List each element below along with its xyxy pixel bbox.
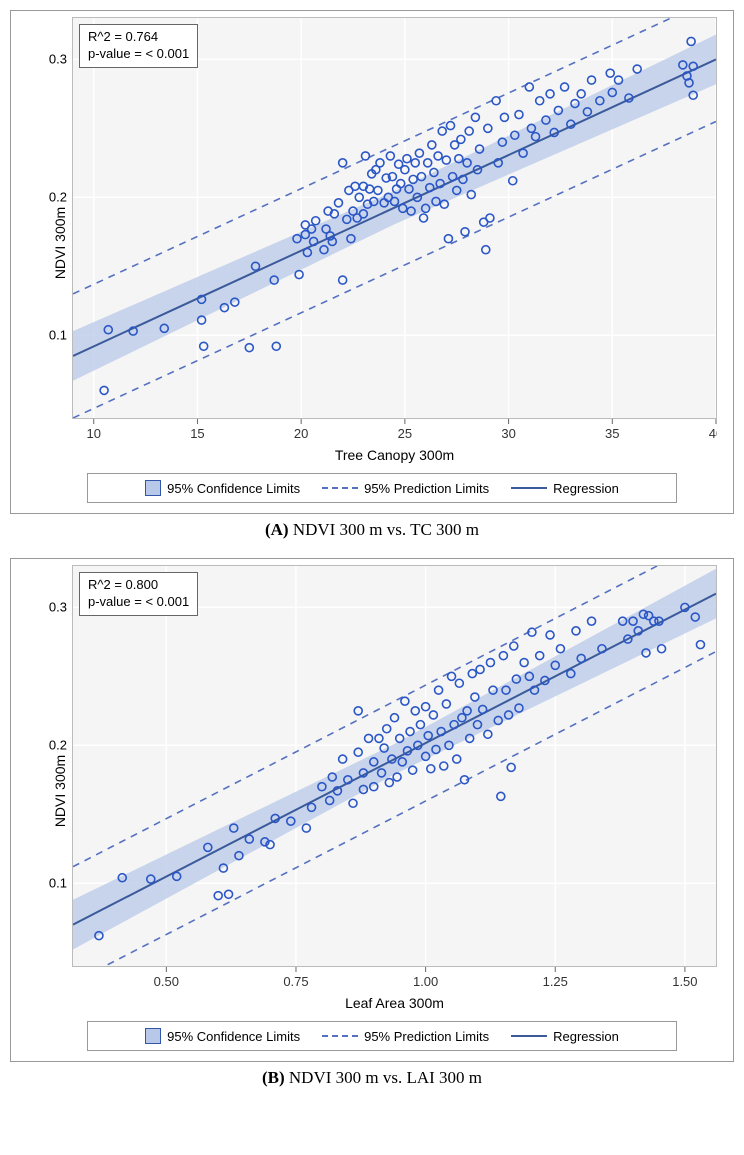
y-axis-label-b: NDVI 300m: [52, 755, 68, 827]
svg-text:25: 25: [398, 426, 412, 441]
svg-text:40: 40: [709, 426, 717, 441]
chart-panel-a: R^2 = 0.764 p-value = < 0.001 0.10.20.3 …: [10, 10, 734, 514]
caption-a: (A) NDVI 300 m vs. TC 300 m: [10, 520, 734, 540]
regression-swatch-icon: [511, 487, 547, 489]
y-tick-label: 0.2: [49, 190, 73, 205]
legend-a: 95% Confidence Limits 95% Prediction Lim…: [87, 473, 677, 503]
svg-text:1.25: 1.25: [543, 974, 568, 989]
svg-text:1.50: 1.50: [672, 974, 697, 989]
caption-text-b: NDVI 300 m vs. LAI 300 m: [285, 1068, 482, 1087]
r2-label-b: R^2 = 0.800: [88, 577, 189, 594]
x-ticks-b: 0.50 0.75 1.00 1.25 1.50: [72, 967, 717, 991]
svg-text:0.75: 0.75: [283, 974, 308, 989]
svg-text:35: 35: [605, 426, 619, 441]
legend-label: 95% Confidence Limits: [167, 481, 300, 496]
confidence-swatch-icon: [145, 1028, 161, 1044]
svg-text:10: 10: [87, 426, 101, 441]
chart-svg-b: [73, 566, 716, 966]
plot-area-b: R^2 = 0.800 p-value = < 0.001 0.10.20.3: [72, 565, 717, 967]
x-axis-label-a: Tree Canopy 300m: [72, 443, 717, 469]
legend-label: 95% Prediction Limits: [364, 481, 489, 496]
svg-text:1.00: 1.00: [413, 974, 438, 989]
prediction-swatch-icon: [322, 1035, 358, 1037]
caption-prefix-a: (A): [265, 520, 289, 539]
stats-box-b: R^2 = 0.800 p-value = < 0.001: [79, 572, 198, 616]
svg-text:0.50: 0.50: [154, 974, 179, 989]
legend-label: 95% Prediction Limits: [364, 1029, 489, 1044]
x-ticks-a: 10 15 20 25 30 35 40: [72, 419, 717, 443]
legend-label: Regression: [553, 1029, 619, 1044]
figure-container: R^2 = 0.764 p-value = < 0.001 0.10.20.3 …: [10, 10, 734, 1088]
caption-b: (B) NDVI 300 m vs. LAI 300 m: [10, 1068, 734, 1088]
confidence-swatch-icon: [145, 480, 161, 496]
y-tick-label: 0.1: [49, 328, 73, 343]
svg-text:20: 20: [294, 426, 308, 441]
y-axis-label-a: NDVI 300m: [52, 207, 68, 279]
legend-item-regression: Regression: [511, 1029, 619, 1044]
plot-area-a: R^2 = 0.764 p-value = < 0.001 0.10.20.3: [72, 17, 717, 419]
y-tick-label: 0.1: [49, 876, 73, 891]
svg-text:30: 30: [501, 426, 515, 441]
caption-text-a: NDVI 300 m vs. TC 300 m: [289, 520, 479, 539]
legend-item-confidence: 95% Confidence Limits: [145, 1028, 300, 1044]
caption-prefix-b: (B): [262, 1068, 285, 1087]
y-tick-label: 0.2: [49, 738, 73, 753]
y-tick-label: 0.3: [49, 600, 73, 615]
legend-item-confidence: 95% Confidence Limits: [145, 480, 300, 496]
y-tick-label: 0.3: [49, 52, 73, 67]
x-axis-label-b: Leaf Area 300m: [72, 991, 717, 1017]
prediction-swatch-icon: [322, 487, 358, 489]
legend-label: 95% Confidence Limits: [167, 1029, 300, 1044]
legend-b: 95% Confidence Limits 95% Prediction Lim…: [87, 1021, 677, 1051]
pval-label-b: p-value = < 0.001: [88, 594, 189, 611]
legend-label: Regression: [553, 481, 619, 496]
chart-panel-b: R^2 = 0.800 p-value = < 0.001 0.10.20.3 …: [10, 558, 734, 1062]
regression-swatch-icon: [511, 1035, 547, 1037]
stats-box-a: R^2 = 0.764 p-value = < 0.001: [79, 24, 198, 68]
legend-item-prediction: 95% Prediction Limits: [322, 481, 489, 496]
legend-item-prediction: 95% Prediction Limits: [322, 1029, 489, 1044]
legend-item-regression: Regression: [511, 481, 619, 496]
chart-svg-a: [73, 18, 716, 418]
r2-label-a: R^2 = 0.764: [88, 29, 189, 46]
svg-text:15: 15: [190, 426, 204, 441]
pval-label-a: p-value = < 0.001: [88, 46, 189, 63]
